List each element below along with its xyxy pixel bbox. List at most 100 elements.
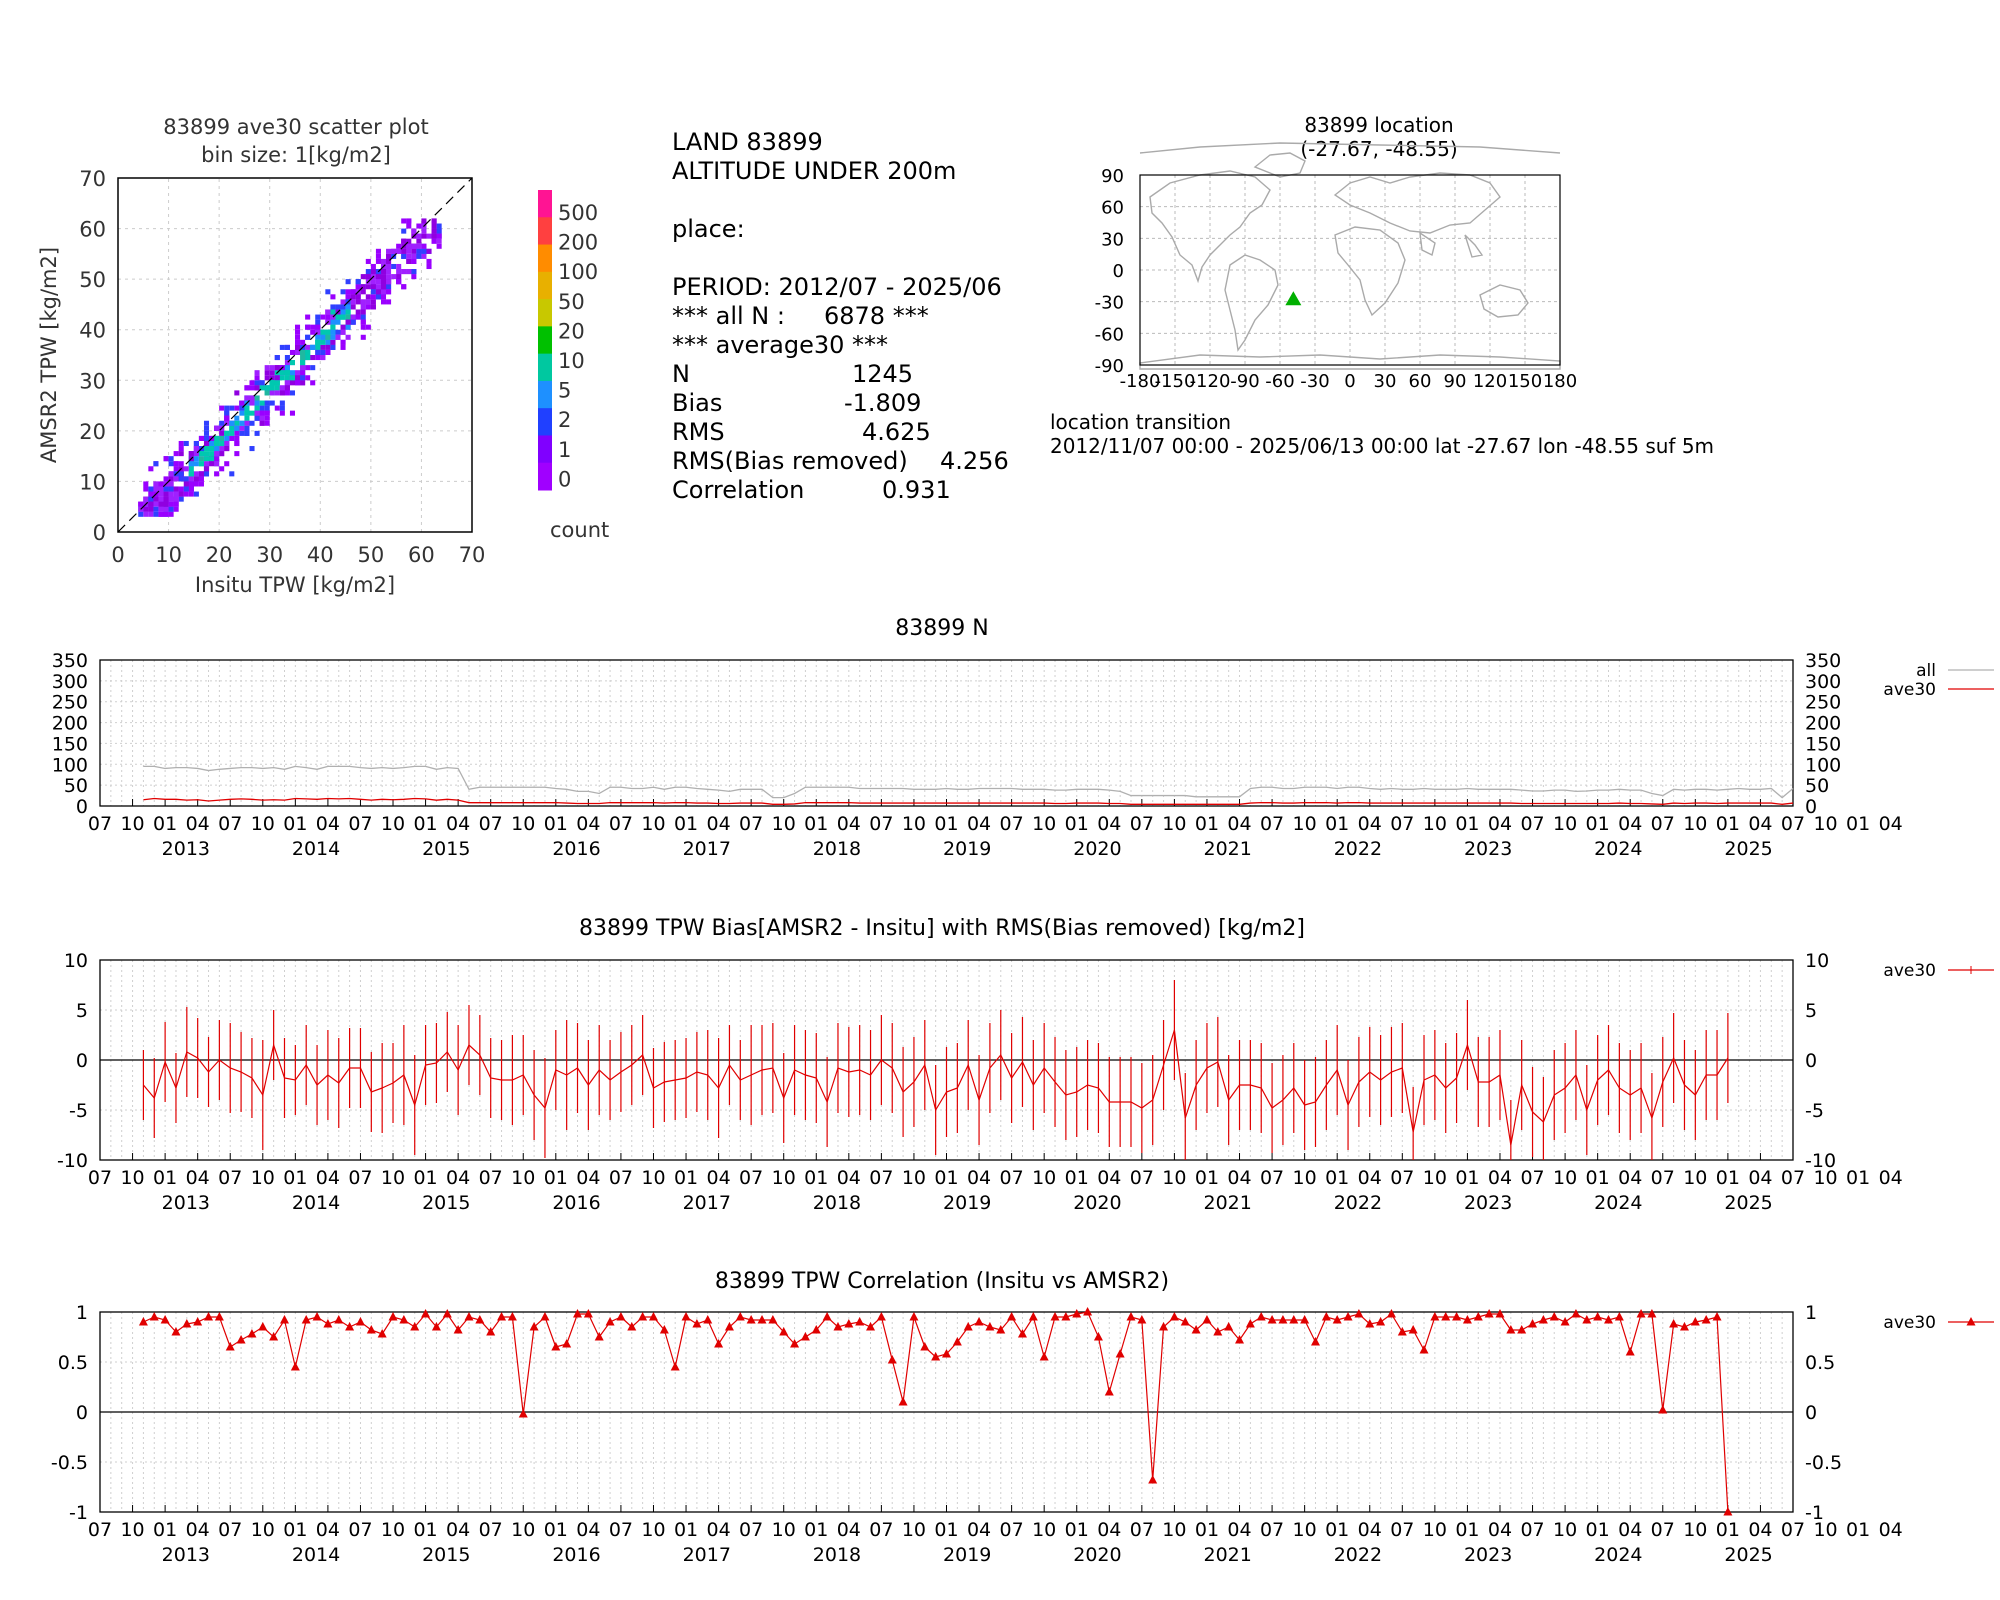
- ts-frame: [99, 1311, 1794, 1513]
- ts-corr-point: [659, 1325, 669, 1334]
- ts-corr-point: [225, 1342, 235, 1351]
- ts-year-label: 2024: [1594, 1544, 1642, 1566]
- ts-corr-point: [1213, 1327, 1223, 1336]
- scatter-bin: [386, 274, 392, 280]
- ts-corr-point: [149, 1312, 159, 1321]
- ts-month-label: 04: [707, 1519, 731, 1541]
- colorbar-label: 1: [558, 438, 571, 462]
- scatter-bin: [360, 324, 366, 330]
- ts-year-label: 2024: [1594, 838, 1642, 860]
- ts-corr-point: [1452, 1312, 1462, 1321]
- ts-year-label: 2016: [552, 1192, 600, 1214]
- ts-month-label: 04: [1879, 813, 1903, 835]
- ts-month-label: 10: [381, 1167, 405, 1189]
- ts-y-tick-label-left: -1: [69, 1502, 88, 1524]
- scatter-bin: [239, 420, 245, 426]
- ts-year-label: 2022: [1334, 838, 1382, 860]
- scatter-bin: [345, 304, 351, 310]
- ts-y-tick-label-left: 10: [64, 950, 88, 972]
- stats-bias-label: Bias: [672, 389, 723, 417]
- ts-y-tick-label-right: 250: [1805, 692, 1841, 714]
- scatter-bin: [315, 324, 321, 330]
- ts-month-label: 10: [1813, 1519, 1837, 1541]
- scatter-bin: [178, 491, 184, 497]
- scatter-bin: [401, 248, 407, 254]
- scatter-bin: [234, 451, 240, 457]
- ts-month-label: 04: [1618, 813, 1642, 835]
- scatter-bin: [249, 446, 255, 452]
- scatter-bin: [305, 349, 311, 355]
- scatter-bin: [421, 233, 427, 239]
- scatter-bin: [148, 511, 154, 517]
- scatter-bin: [365, 284, 371, 290]
- map-lat-tick: 60: [1101, 198, 1124, 219]
- scatter-bin: [375, 294, 381, 300]
- ts-month-label: 10: [1162, 813, 1186, 835]
- scatter-bin: [254, 410, 260, 416]
- scatter-bin: [219, 466, 225, 472]
- scatter-y-tick-label: 30: [79, 369, 106, 393]
- scatter-bin: [315, 344, 321, 350]
- scatter-bin: [360, 304, 366, 310]
- ts-corr-point: [714, 1339, 724, 1348]
- ts-month-label: 10: [1032, 1167, 1056, 1189]
- ts-corr-point: [1723, 1507, 1733, 1516]
- ts-y-tick-label-right: 0: [1805, 796, 1817, 818]
- scatter-bin: [148, 491, 154, 497]
- ts-month-label: 07: [1000, 1519, 1024, 1541]
- scatter-bin: [360, 334, 366, 340]
- colorbar-swatch: [538, 190, 552, 218]
- ts-month-label: 01: [413, 813, 437, 835]
- scatter-bin: [153, 506, 159, 512]
- scatter-bin: [315, 314, 321, 320]
- scatter-bin: [153, 496, 159, 502]
- ts-corr-point: [388, 1312, 398, 1321]
- scatter-bin: [264, 365, 270, 371]
- scatter-bin: [163, 506, 169, 512]
- ts-year-label: 2015: [422, 1544, 470, 1566]
- scatter-x-tick-label: 50: [357, 543, 384, 567]
- scatter-bin: [436, 233, 442, 239]
- ts-y-tick-label-left: 300: [52, 671, 88, 693]
- scatter-bin: [264, 385, 270, 391]
- ts-corr-point: [171, 1327, 181, 1336]
- scatter-bin: [365, 294, 371, 300]
- map-ticks: -180-150-120 -90 -60 -30 0 30 60 90 120 150 180906…: [1095, 166, 1578, 392]
- scatter-bin: [203, 461, 210, 467]
- scatter-bin: [193, 451, 199, 457]
- ts-corr-point: [703, 1315, 713, 1324]
- ts-month-label: 01: [1065, 1519, 1089, 1541]
- colorbar-swatch: [538, 217, 552, 246]
- ts-month-label: 10: [1293, 1519, 1317, 1541]
- ts-year-label: 2020: [1073, 838, 1121, 860]
- ts-corr-point: [193, 1317, 203, 1326]
- scatter-bin: [370, 284, 376, 290]
- scatter-bin: [396, 274, 402, 280]
- ts-corr-point: [898, 1397, 908, 1406]
- map-lon-tick: 120: [1473, 371, 1507, 392]
- scatter-bin: [360, 274, 366, 280]
- scatter-bin: [320, 314, 326, 320]
- scatter-bin: [421, 248, 427, 254]
- scatter-bin: [416, 248, 422, 254]
- map-lon-tick: 0: [1344, 371, 1355, 392]
- scatter-y-tick-label: 50: [79, 268, 106, 292]
- ts-month-label: 01: [544, 1167, 568, 1189]
- ts-month-label: 01: [153, 813, 177, 835]
- ts-corr-point: [1028, 1312, 1038, 1321]
- ts-corr-point: [1560, 1317, 1570, 1326]
- ts-month-label: 04: [1748, 813, 1772, 835]
- ts-month-label: 04: [1618, 1167, 1642, 1189]
- scatter-bin: [279, 400, 285, 406]
- stats-rms-label: RMS: [672, 418, 725, 446]
- ts-month-label: 07: [88, 1519, 112, 1541]
- ts-month-label: 01: [283, 1519, 307, 1541]
- scatter-bin: [168, 501, 174, 507]
- ts-corr-point: [1647, 1309, 1657, 1318]
- scatter-bin: [345, 289, 351, 295]
- ts-month-label: 10: [772, 813, 796, 835]
- stats-rms-bias-removed-value: 4.256: [940, 447, 1009, 475]
- scatter-bin: [178, 446, 184, 452]
- scatter-bin: [224, 430, 230, 436]
- scatter-bin: [254, 370, 260, 376]
